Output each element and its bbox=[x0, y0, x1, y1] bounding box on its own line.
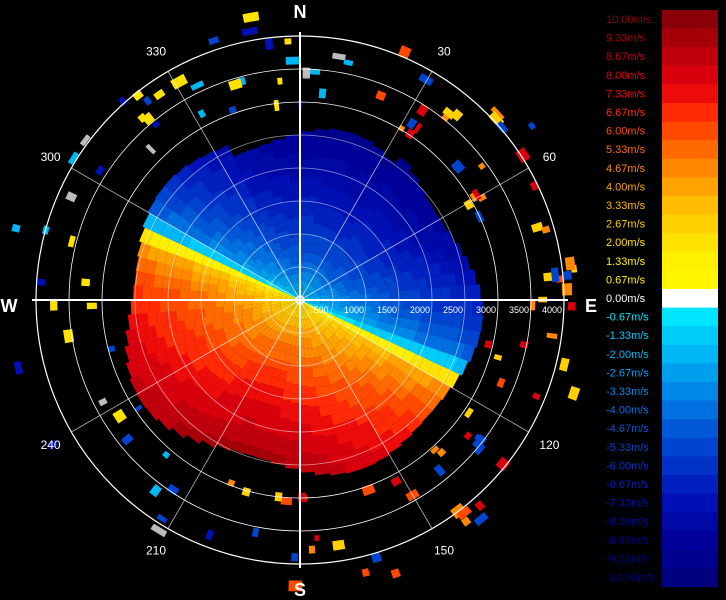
range-label: 500 bbox=[313, 305, 328, 315]
legend-label: 4.67m/s bbox=[606, 163, 646, 175]
legend-swatch bbox=[662, 530, 718, 550]
legend-swatch bbox=[662, 419, 718, 439]
azimuth-spoke bbox=[71, 167, 301, 301]
legend-label: 3.33m/s bbox=[606, 200, 646, 212]
legend-label: -2.67m/s bbox=[606, 367, 649, 379]
azimuth-spoke bbox=[167, 299, 301, 529]
velocity-color-legend: 10.00m/s 9.33m/s 8.67m/s 8.00m/s 7.33m/s 6.67… bbox=[606, 10, 718, 588]
legend-label: 10.00m/s bbox=[606, 14, 652, 26]
legend-label: 2.00m/s bbox=[606, 237, 646, 249]
bearing-label: 60 bbox=[543, 150, 557, 164]
azimuth-spoke bbox=[71, 299, 301, 433]
legend-swatch bbox=[662, 400, 718, 420]
bearing-label: 210 bbox=[146, 543, 166, 557]
legend-swatch bbox=[662, 84, 718, 104]
radial-velocity-field bbox=[124, 128, 484, 476]
legend-swatch bbox=[662, 103, 718, 123]
legend-label: 2.67m/s bbox=[606, 219, 646, 231]
legend-label: 6.00m/s bbox=[606, 126, 646, 138]
legend-swatch bbox=[662, 512, 718, 532]
legend-label: 8.67m/s bbox=[606, 51, 646, 63]
legend-label: -10.00m/s bbox=[606, 572, 655, 584]
legend-label: 1.33m/s bbox=[606, 256, 646, 268]
bearing-label: 120 bbox=[539, 438, 559, 452]
legend-swatch bbox=[662, 307, 718, 327]
east-label: E bbox=[585, 296, 597, 316]
legend-swatch bbox=[662, 437, 718, 457]
range-label: 3500 bbox=[509, 305, 529, 315]
azimuth-spoke bbox=[299, 299, 529, 433]
legend-label: 0.00m/s bbox=[606, 293, 646, 305]
legend-label: -6.67m/s bbox=[606, 479, 649, 491]
legend-swatch bbox=[662, 270, 718, 290]
range-label: 4000 bbox=[542, 305, 562, 315]
legend-label: 7.33m/s bbox=[606, 88, 646, 100]
legend-swatch bbox=[662, 233, 718, 253]
legend-swatch bbox=[662, 568, 718, 588]
azimuth-spoke bbox=[299, 167, 529, 301]
azimuth-spokes bbox=[71, 71, 529, 529]
range-label: 3000 bbox=[476, 305, 496, 315]
legend-swatch bbox=[662, 475, 718, 495]
legend-swatch bbox=[662, 65, 718, 85]
legend-label: -9.33m/s bbox=[606, 553, 649, 565]
legend-swatch bbox=[662, 289, 718, 309]
outer-echo-returns bbox=[11, 11, 581, 592]
legend-label: -6.00m/s bbox=[606, 460, 649, 472]
legend-label: -1.33m/s bbox=[606, 330, 649, 342]
legend-label: 8.00m/s bbox=[606, 70, 646, 82]
legend-label: 4.00m/s bbox=[606, 181, 646, 193]
legend-swatch bbox=[662, 456, 718, 476]
legend-label: 0.67m/s bbox=[606, 274, 646, 286]
legend-swatch bbox=[662, 382, 718, 402]
legend-label: -8.67m/s bbox=[606, 535, 649, 547]
legend-swatch bbox=[662, 177, 718, 197]
legend-label: -3.33m/s bbox=[606, 386, 649, 398]
legend-label: -8.00m/s bbox=[606, 516, 649, 528]
legend-swatch bbox=[662, 363, 718, 383]
bearing-label: 300 bbox=[41, 150, 61, 164]
south-label: S bbox=[294, 580, 306, 600]
legend-swatch bbox=[662, 344, 718, 364]
west-label: W bbox=[1, 296, 18, 316]
legend-swatch bbox=[662, 214, 718, 234]
azimuth-spoke bbox=[167, 71, 301, 301]
range-label: 1000 bbox=[344, 305, 364, 315]
legend-label: -5.33m/s bbox=[606, 442, 649, 454]
legend-swatch bbox=[662, 251, 718, 271]
legend-label: -7.33m/s bbox=[606, 498, 649, 510]
cardinal-axes bbox=[32, 32, 568, 568]
legend-swatch bbox=[662, 326, 718, 346]
range-labels: 500 1000 1500 2000 2500 3000 3500 4000 bbox=[313, 305, 562, 315]
legend-swatch bbox=[662, 10, 718, 30]
legend-label: -2.00m/s bbox=[606, 349, 649, 361]
azimuth-spoke bbox=[299, 299, 433, 529]
legend-label: -4.67m/s bbox=[606, 423, 649, 435]
legend-swatch bbox=[662, 196, 718, 216]
legend-swatch bbox=[662, 549, 718, 569]
legend-label: -4.00m/s bbox=[606, 405, 649, 417]
range-label: 2000 bbox=[410, 305, 430, 315]
legend-swatch bbox=[662, 493, 718, 513]
range-label: 2500 bbox=[443, 305, 463, 315]
radar-ppi-display[interactable]: 500 1000 1500 2000 2500 3000 3500 4000 30 60 120 1… bbox=[0, 0, 600, 600]
radar-origin bbox=[295, 295, 305, 305]
legend-label: 5.33m/s bbox=[606, 144, 646, 156]
legend-swatch bbox=[662, 47, 718, 67]
azimuth-spoke bbox=[299, 71, 433, 301]
legend-swatch bbox=[662, 121, 718, 141]
legend-swatch bbox=[662, 158, 718, 178]
legend-label: 9.33m/s bbox=[606, 33, 646, 45]
bearing-label: 30 bbox=[437, 45, 451, 59]
bearing-labels: 30 60 120 150 210 240 300 330 bbox=[41, 45, 560, 558]
north-label: N bbox=[294, 2, 307, 22]
range-label: 1500 bbox=[377, 305, 397, 315]
bearing-label: 330 bbox=[146, 45, 166, 59]
legend-swatch bbox=[662, 140, 718, 160]
legend-label: 6.67m/s bbox=[606, 107, 646, 119]
legend-label: -0.67m/s bbox=[606, 312, 649, 324]
bearing-label: 150 bbox=[434, 543, 454, 557]
bearing-label: 240 bbox=[41, 438, 61, 452]
legend-swatch bbox=[662, 28, 718, 48]
